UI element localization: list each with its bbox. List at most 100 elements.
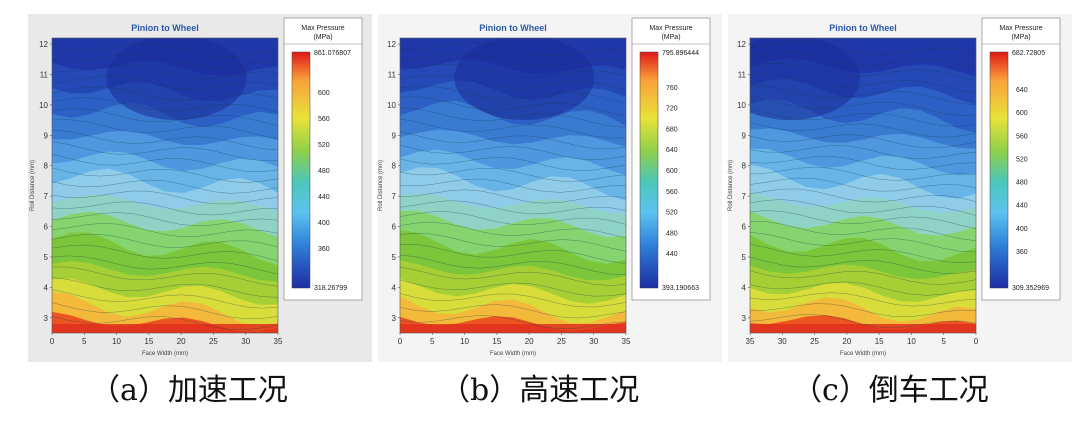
x-tick-label: 30 [241, 337, 250, 346]
x-tick-label: 10 [907, 337, 916, 346]
y-tick-label: 6 [44, 223, 49, 232]
x-tick-label: 20 [177, 337, 186, 346]
colorbar-tick-label: 600 [318, 90, 330, 97]
colorbar-title: Max Pressure [649, 25, 692, 32]
colorbar-tick-label: 400 [1016, 226, 1028, 233]
x-axis-label: Face Width (mm) [142, 351, 188, 357]
y-tick-label: 6 [392, 223, 397, 232]
y-tick-label: 4 [742, 283, 747, 292]
panel-caption: （a）加速工况 [90, 373, 288, 408]
contour-fill [400, 36, 626, 335]
y-tick-label: 9 [44, 131, 49, 140]
y-tick-label: 4 [44, 283, 49, 292]
colorbar-tick-label: 520 [666, 210, 678, 217]
contour-fill [720, 36, 976, 335]
colorbar-tick-label: 560 [1016, 133, 1028, 140]
colorbar-title: Max Pressure [999, 25, 1042, 32]
y-tick-label: 3 [44, 314, 49, 323]
plot-title: Pinion to Wheel [131, 23, 199, 33]
colorbar-tick-label: 400 [318, 220, 330, 227]
y-axis-label: Roll Distance (mm) [728, 160, 734, 211]
colorbar-min-label: 309.352969 [1012, 285, 1049, 292]
colorbar-tick-label: 480 [666, 230, 678, 237]
y-tick-label: 5 [742, 253, 747, 262]
colorbar-tick-label: 640 [1016, 87, 1028, 94]
y-tick-label: 7 [392, 192, 397, 201]
y-tick-label: 8 [742, 162, 747, 171]
panel-caption: （b）高速工况 [440, 373, 639, 408]
x-tick-label: 35 [274, 337, 283, 346]
y-tick-label: 11 [388, 70, 397, 79]
x-tick-label: 35 [746, 337, 755, 346]
x-axis-label: Face Width (mm) [490, 351, 536, 357]
colorbar-tick-label: 440 [318, 194, 330, 201]
colorbar-tick-label: 440 [666, 251, 678, 258]
y-tick-label: 11 [738, 70, 747, 79]
contour-fill [52, 36, 278, 335]
low-pressure-region [106, 36, 246, 120]
colorbar-tick-label: 720 [666, 106, 678, 113]
y-tick-label: 10 [387, 101, 396, 110]
x-tick-label: 15 [492, 337, 501, 346]
high-pressure-edge [400, 324, 626, 333]
plot-title: Pinion to Wheel [829, 23, 897, 33]
colorbar-gradient [990, 52, 1008, 288]
colorbar-max-label: 795.896444 [662, 50, 699, 57]
colorbar-tick-label: 640 [666, 147, 678, 154]
colorbar-title: Max Pressure [301, 25, 344, 32]
plot-title: Pinion to Wheel [479, 23, 547, 33]
x-tick-label: 0 [398, 337, 403, 346]
colorbar-min-label: 318.26799 [314, 285, 347, 292]
colorbar-gradient [640, 52, 658, 288]
colorbar-tick-label: 360 [1016, 249, 1028, 256]
panel-caption: （c）倒车工况 [792, 373, 989, 408]
high-pressure-edge [750, 324, 976, 333]
y-tick-label: 9 [742, 131, 747, 140]
x-tick-label: 5 [430, 337, 435, 346]
colorbar-tick-label: 480 [318, 168, 330, 175]
colorbar-max-label: 861.076807 [314, 50, 351, 57]
x-tick-label: 25 [557, 337, 566, 346]
low-pressure-region [454, 36, 594, 120]
y-tick-label: 4 [392, 283, 397, 292]
x-tick-label: 20 [842, 337, 851, 346]
y-tick-label: 10 [39, 101, 48, 110]
colorbar-tick-label: 560 [318, 116, 330, 123]
y-tick-label: 3 [742, 314, 747, 323]
x-tick-label: 5 [941, 337, 946, 346]
x-tick-label: 0 [50, 337, 55, 346]
x-tick-label: 15 [144, 337, 153, 346]
colorbar-tick-label: 760 [666, 85, 678, 92]
y-tick-label: 11 [40, 70, 49, 79]
y-tick-label: 8 [44, 162, 49, 171]
y-tick-label: 3 [392, 314, 397, 323]
y-tick-label: 9 [392, 131, 397, 140]
x-tick-label: 25 [810, 337, 819, 346]
colorbar-tick-label: 480 [1016, 180, 1028, 187]
colorbar-tick-label: 520 [318, 142, 330, 149]
colorbar-tick-label: 360 [318, 246, 330, 253]
y-axis-label: Roll Distance (mm) [30, 160, 36, 211]
colorbar-unit: (MPa) [661, 34, 680, 41]
y-tick-label: 10 [737, 101, 746, 110]
colorbar-min-label: 393.190663 [662, 285, 699, 292]
colorbar-unit: (MPa) [1011, 34, 1030, 41]
colorbar-gradient [292, 52, 310, 288]
y-tick-label: 8 [392, 162, 397, 171]
y-tick-label: 5 [392, 253, 397, 262]
colorbar-tick-label: 520 [1016, 156, 1028, 163]
x-tick-label: 35 [622, 337, 631, 346]
x-tick-label: 10 [112, 337, 121, 346]
x-tick-label: 10 [460, 337, 469, 346]
y-axis-label: Roll Distance (mm) [378, 160, 384, 211]
x-tick-label: 30 [778, 337, 787, 346]
colorbar-tick-label: 440 [1016, 203, 1028, 210]
y-tick-label: 7 [742, 192, 747, 201]
y-tick-label: 6 [742, 223, 747, 232]
y-tick-label: 12 [39, 40, 48, 49]
colorbar-tick-label: 560 [666, 189, 678, 196]
x-tick-label: 0 [974, 337, 979, 346]
x-tick-label: 5 [82, 337, 87, 346]
colorbar-tick-label: 680 [666, 126, 678, 133]
